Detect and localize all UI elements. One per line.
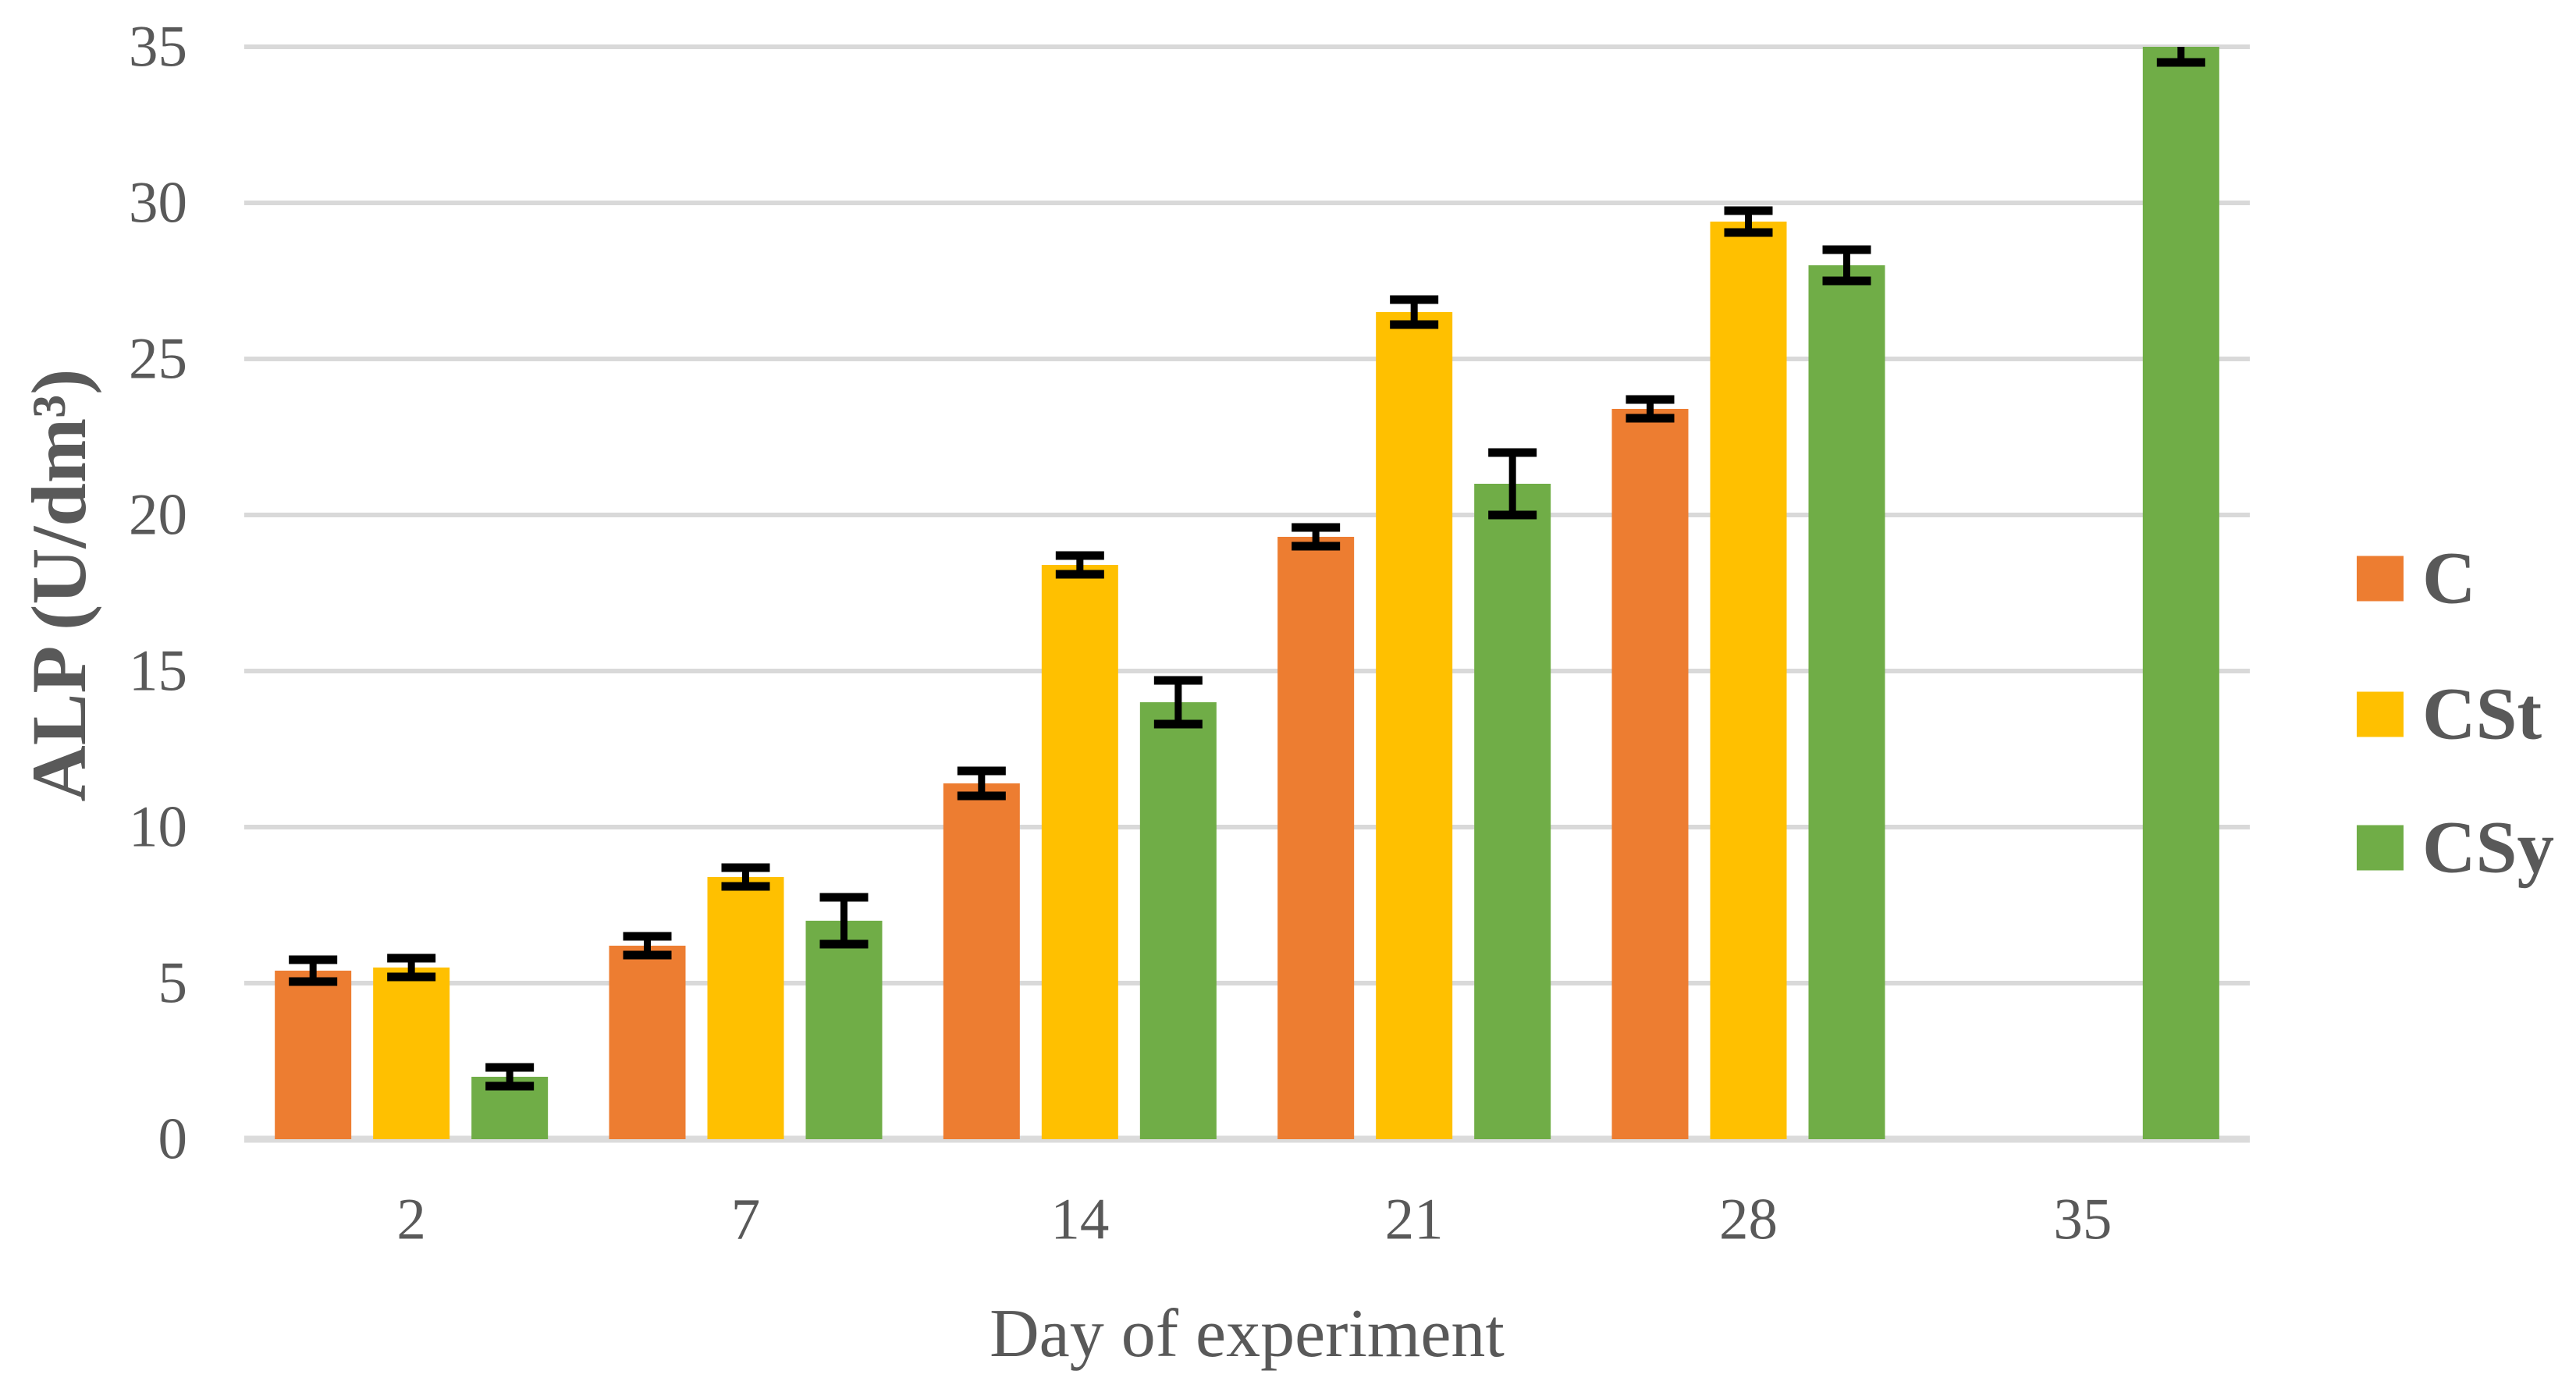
bar-CSt-day28 <box>1710 222 1787 1139</box>
y-tick-label: 15 <box>129 638 187 704</box>
bar-C-day28 <box>1611 409 1689 1139</box>
legend-item-C: C <box>2357 536 2476 620</box>
legend-swatch-icon <box>2357 556 2404 601</box>
legend: C CSt CSy <box>2357 0 2576 1392</box>
y-tick-label: 10 <box>129 794 187 860</box>
x-category-label: 7 <box>730 1187 761 1252</box>
x-category-label: 14 <box>1050 1187 1110 1252</box>
legend-swatch-icon <box>2357 825 2404 870</box>
bar-CSy-day7 <box>805 921 883 1139</box>
y-tick-label: 35 <box>129 14 187 80</box>
y-tick-label: 30 <box>129 170 187 236</box>
legend-swatch-icon <box>2357 691 2404 737</box>
bar-CSy-day14 <box>1139 702 1217 1139</box>
x-category-label: 21 <box>1384 1187 1444 1252</box>
x-category-label: 28 <box>1719 1187 1778 1252</box>
x-category-label: 2 <box>396 1187 426 1252</box>
bar-CSy-day28 <box>1808 265 1885 1139</box>
x-category-label: 35 <box>2053 1187 2112 1252</box>
error-bars-layer <box>289 47 2205 1091</box>
bar-CSt-day2 <box>373 968 450 1139</box>
x-axis-title: Day of experiment <box>990 1296 1505 1372</box>
bar-C-day7 <box>609 946 686 1139</box>
legend-item-CSt: CSt <box>2357 672 2542 755</box>
y-tick-label: 25 <box>129 326 187 392</box>
y-tick-label: 0 <box>158 1106 188 1172</box>
bar-CSt-day7 <box>707 877 784 1139</box>
legend-label: CSy <box>2422 805 2554 889</box>
bar-CSy-day35 <box>2142 47 2219 1139</box>
y-tick-label: 20 <box>129 482 187 548</box>
bar-C-day14 <box>943 783 1020 1139</box>
legend-label: CSt <box>2422 672 2542 755</box>
bar-CSt-day14 <box>1041 565 1118 1139</box>
bar-CSy-day21 <box>1474 484 1551 1139</box>
legend-label: C <box>2422 536 2476 620</box>
legend-item-CSy: CSy <box>2357 805 2554 889</box>
y-axis-title: ALP (U/dm³) <box>16 368 102 802</box>
bar-C-day2 <box>275 971 352 1139</box>
bar-C-day21 <box>1277 537 1355 1139</box>
y-tick-label: 5 <box>158 950 188 1016</box>
bar-CSt-day21 <box>1376 312 1453 1139</box>
